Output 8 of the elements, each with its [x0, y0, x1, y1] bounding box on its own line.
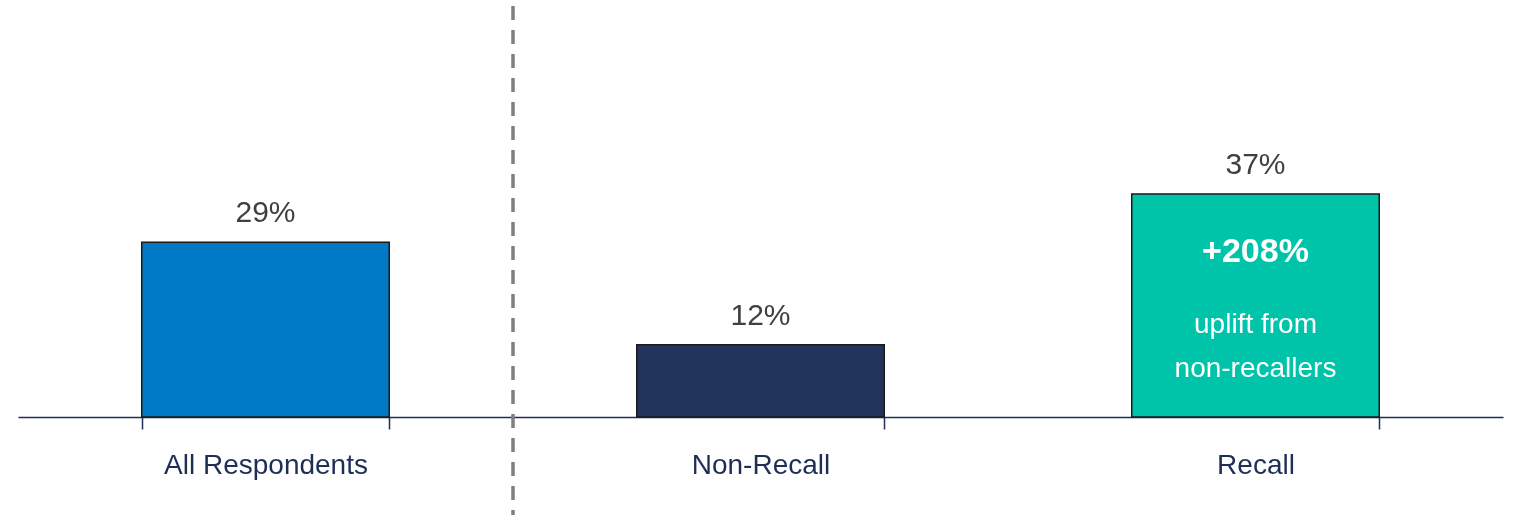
x-tick-label: Recall: [1217, 448, 1295, 480]
data-label: 12%: [730, 297, 791, 331]
annotation: uplift from non-recallers: [1174, 308, 1337, 383]
data-label: 37%: [1225, 147, 1286, 180]
x-tick-label: All Respondents: [164, 448, 368, 480]
data-label: 29%: [235, 195, 296, 229]
x-tick-label: Non-Recall: [691, 448, 831, 480]
annotation: +208%: [1202, 231, 1309, 269]
